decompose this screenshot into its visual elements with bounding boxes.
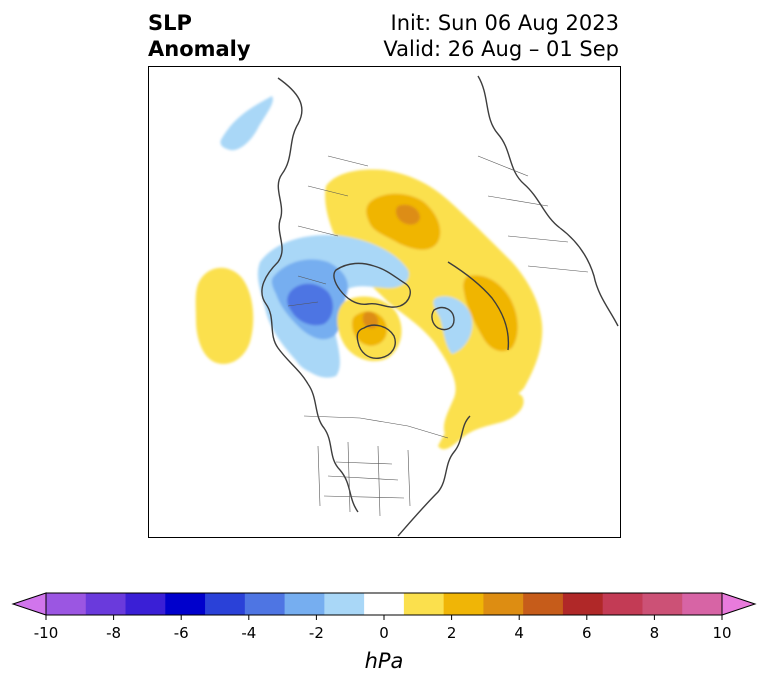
negative-anomaly-region	[293, 340, 329, 373]
colorbar-tick-label: -6	[174, 624, 189, 642]
europe-borders	[287, 155, 369, 307]
coastline-americas-west	[307, 383, 359, 513]
title-line-2: Anomaly	[148, 37, 251, 61]
colorbar-segment	[284, 593, 325, 615]
anomaly-map	[148, 66, 621, 538]
coastline-arctic-island	[333, 262, 411, 308]
anomaly-shading	[195, 96, 543, 450]
title-line-1: SLP	[148, 11, 192, 35]
us-state-borders	[317, 441, 411, 517]
colorbar-tick-label: -8	[106, 624, 121, 642]
colorbar-segment	[682, 593, 723, 615]
colorbar-segment	[403, 593, 445, 615]
positive-anomaly-core	[463, 275, 518, 352]
map-frame	[148, 66, 621, 538]
coastline-siberia	[447, 261, 510, 351]
asia-borders	[477, 155, 589, 273]
init-date: Init: Sun 06 Aug 2023	[390, 11, 619, 35]
colorbar-segment	[85, 593, 127, 615]
colorbar-segment	[165, 593, 206, 615]
negative-anomaly-core	[287, 283, 333, 326]
coastline-americas-east	[397, 415, 471, 537]
coastline-europe	[261, 77, 309, 385]
colorbar-segment	[244, 593, 286, 615]
coastline-asia	[477, 75, 561, 229]
colorbar-segment	[364, 593, 405, 615]
colorbar-tick-label: 0	[379, 624, 389, 642]
colorbar-segments	[11, 592, 757, 616]
border-us-canada	[303, 415, 449, 439]
positive-anomaly-peak	[395, 204, 420, 225]
positive-anomaly-region	[438, 387, 524, 450]
colorbar-extend-low	[11, 592, 47, 616]
colorbar-tick-label: -10	[34, 624, 59, 642]
colorbar-segment	[443, 593, 484, 615]
colorbar-segment	[125, 593, 166, 615]
positive-anomaly-region	[195, 267, 254, 364]
colorbar-extend-high	[721, 592, 757, 616]
colorbar-segment	[642, 593, 683, 615]
positive-anomaly-peak	[362, 311, 379, 329]
colorbar-tick-label: 10	[712, 624, 731, 642]
colorbar-tick-label: -2	[309, 624, 324, 642]
colorbar-segment	[46, 593, 87, 615]
colorbar-tick-label: -4	[241, 624, 256, 642]
colorbar-tick-label: 4	[514, 624, 524, 642]
positive-anomaly-core	[352, 311, 388, 346]
colorbar-segment	[483, 593, 524, 615]
colorbar: -10 -8 -6 -4 -2 0 2 4 6 8 10 hPa	[11, 592, 757, 673]
colorbar-segment	[602, 593, 643, 615]
colorbar-tick-label: 2	[447, 624, 457, 642]
colorbar-label: hPa	[365, 649, 404, 673]
negative-anomaly-region	[220, 96, 273, 151]
coastline-east-asia	[559, 227, 619, 327]
colorbar-segment	[562, 593, 604, 615]
chart-title: SLP Anomaly	[148, 10, 251, 62]
colorbar-segment	[205, 593, 246, 615]
colorbar-tick-label: 8	[650, 624, 660, 642]
colorbar-ticks: -10 -8 -6 -4 -2 0 2 4 6 8 10	[34, 615, 732, 642]
coastlines	[261, 75, 619, 537]
colorbar-segment	[324, 593, 365, 615]
coastline-greenland	[356, 324, 396, 359]
colorbar-segment	[523, 593, 564, 615]
political-borders	[287, 155, 589, 517]
valid-range: Valid: 26 Aug – 01 Sep	[383, 37, 619, 61]
date-info: Init: Sun 06 Aug 2023 Valid: 26 Aug – 01…	[383, 10, 619, 62]
coastline-svalbard	[431, 306, 455, 331]
colorbar-tick-label: 6	[582, 624, 592, 642]
